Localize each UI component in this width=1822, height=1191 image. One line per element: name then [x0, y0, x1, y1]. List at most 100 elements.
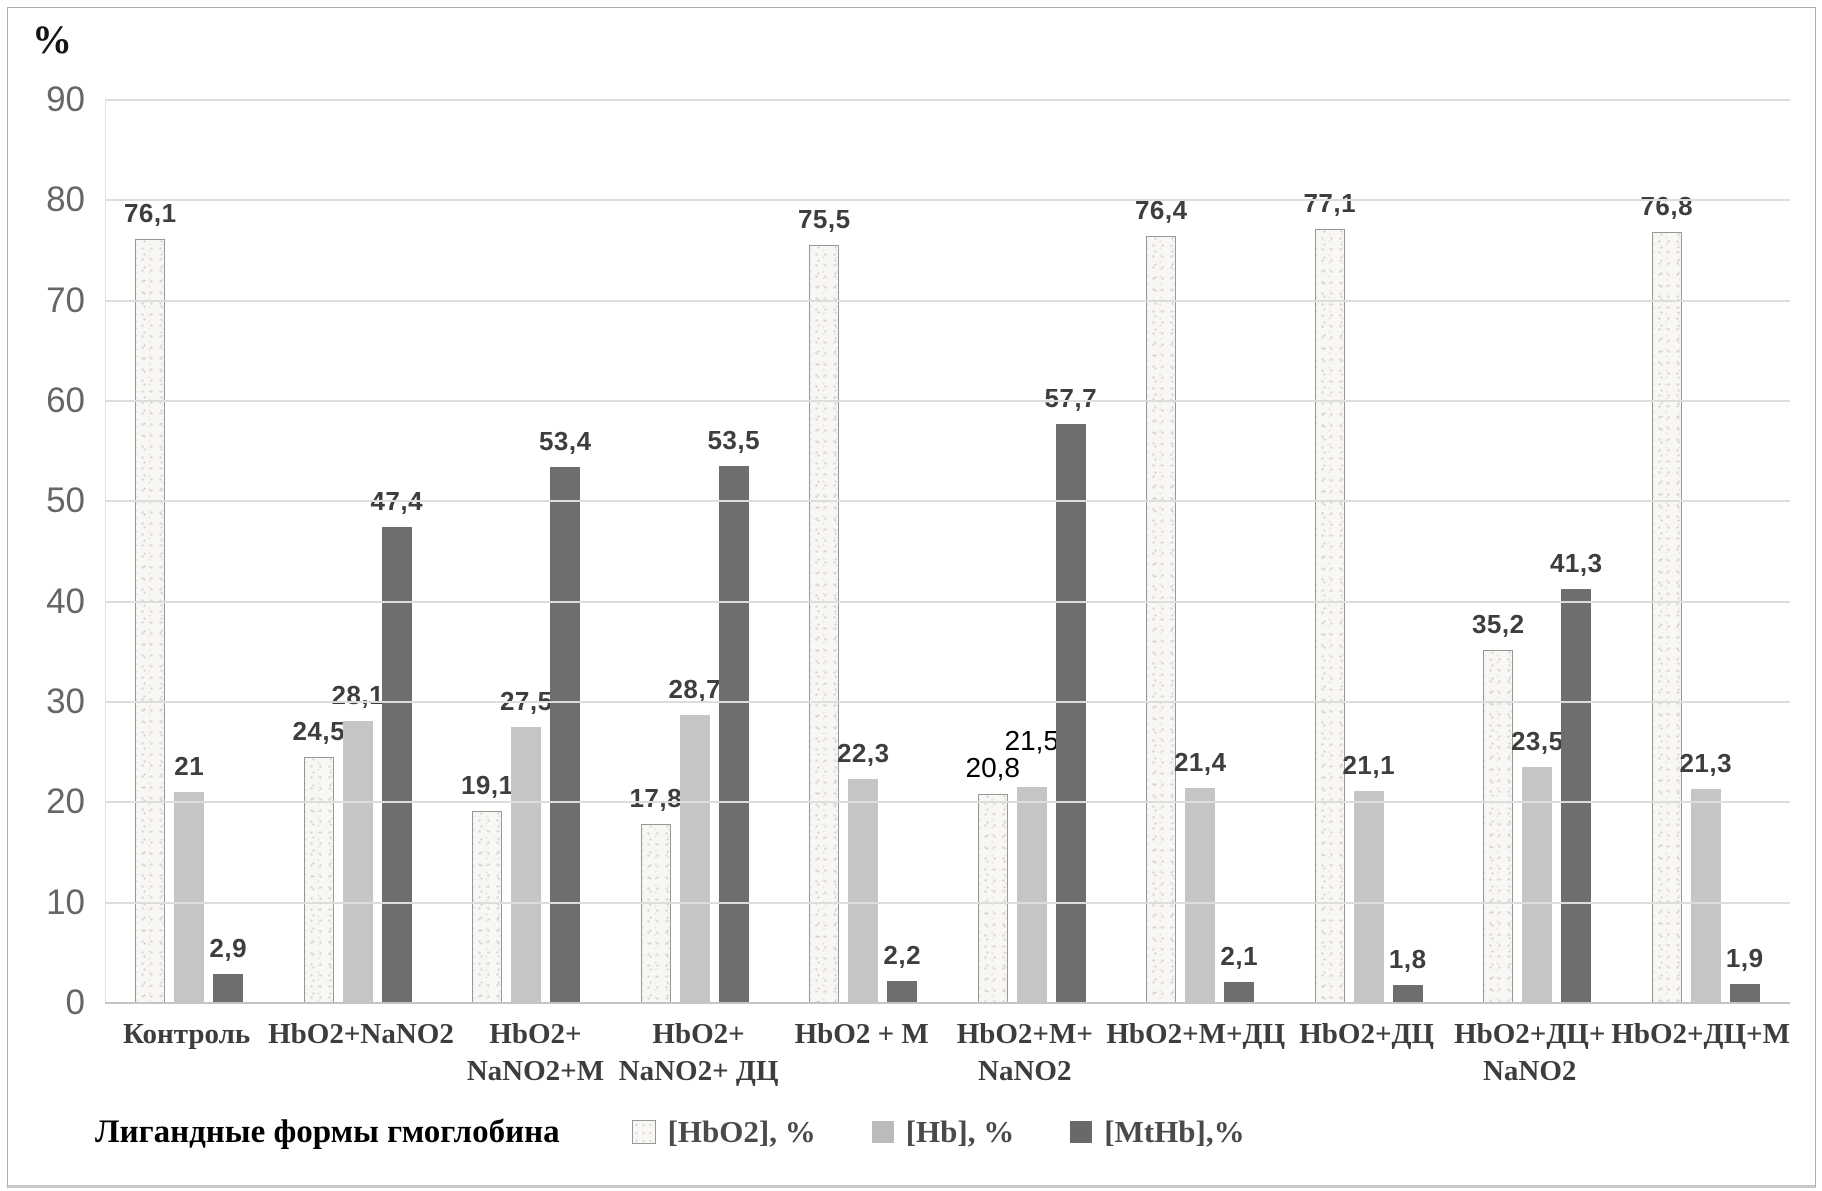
- bar-series2-cat7: [1185, 788, 1216, 1003]
- y-tick-label-20: 20: [46, 782, 85, 822]
- legend-swatch-icon: [631, 1120, 656, 1144]
- bar-group-2: 24,5 28,1 47,4: [274, 100, 443, 1003]
- bar-series3-cat7: [1224, 981, 1255, 1003]
- x-category-label-8: HbO2+ДЦ: [1299, 1018, 1434, 1050]
- bar-series3-cat1: [213, 973, 244, 1003]
- bar-slot: 53,4: [539, 426, 591, 1003]
- x-category-label-7: HbO2+M+ДЦ: [1106, 1018, 1286, 1050]
- bar-group-8: 77,1 21,1 1,8: [1285, 100, 1454, 1003]
- bar-slot: 19,1: [461, 770, 513, 1003]
- y-axis-title: %: [32, 17, 72, 62]
- bar-slot: 2,1: [1220, 941, 1258, 1003]
- bar-series2-cat2: [342, 721, 373, 1003]
- bar-series2-cat8: [1353, 791, 1384, 1003]
- bar-slot: 76,1: [124, 198, 176, 1003]
- bar-slot: 28,7: [668, 674, 721, 1003]
- x-category-label-5: HbO2 + M: [794, 1018, 929, 1050]
- bar-group-9: 35,2 23,5 41,3: [1453, 100, 1622, 1003]
- bar-group-7: 76,4 21,4 2,1: [1116, 100, 1285, 1003]
- gridline-90: [105, 99, 1790, 101]
- bar-value-label: 1,9: [1725, 942, 1764, 973]
- bar-series1-cat4: [640, 824, 671, 1003]
- bar-value-label: 28,1: [331, 680, 385, 711]
- bar-slot: 57,7: [1044, 383, 1097, 1003]
- bar-series3-cat6: [1055, 424, 1086, 1003]
- bar-slot: 20,8: [966, 752, 1020, 1003]
- bar-value-label: 75,5: [797, 204, 851, 235]
- gridline-40: [105, 600, 1790, 603]
- bar-series3-cat2: [381, 527, 412, 1003]
- bar-slot: 2,2: [883, 940, 921, 1003]
- x-category-label-4: HbO2+ NaNO2+ ДЦ: [618, 1018, 779, 1087]
- bar-slot: 76,4: [1135, 195, 1187, 1003]
- bar-value-label: 2,9: [209, 932, 248, 963]
- bar-slot: 17,8: [629, 783, 682, 1003]
- bar-group-10: 76,8 21,3 1,9: [1622, 100, 1791, 1003]
- gridline-30: [105, 701, 1790, 704]
- y-tick-label-50: 50: [46, 481, 85, 521]
- x-category-label-1: Контроль: [122, 1018, 251, 1050]
- bar-value-label: 41,3: [1549, 547, 1603, 578]
- bar-series1-cat3: [472, 811, 503, 1003]
- bar-slot: 21,5: [1005, 725, 1059, 1003]
- bar-value-label: 53,4: [538, 426, 592, 457]
- bar-value-label: 77,1: [1303, 188, 1357, 219]
- bar-series2-cat9: [1522, 767, 1553, 1003]
- bar-slot: 76,8: [1640, 191, 1693, 1003]
- bar-series3-cat10: [1729, 983, 1760, 1003]
- gridline-0: [105, 1002, 1790, 1004]
- bar-value-label: 20,8: [965, 752, 1021, 784]
- bar-value-label: 53,5: [707, 425, 761, 456]
- bar-value-label: 21,3: [1679, 748, 1733, 779]
- bar-series1-cat1: [135, 239, 166, 1003]
- gridline-70: [105, 299, 1790, 302]
- bar-slot: 21,1: [1342, 750, 1395, 1003]
- bar-value-label: 1,8: [1388, 943, 1427, 974]
- x-axis-labels: Контроль HbO2+NaNO2 HbO2+ NaNO2+M HbO2+ NaN…: [105, 1016, 1790, 1090]
- bar-series3-cat9: [1561, 588, 1592, 1003]
- bar-value-label: 19,1: [460, 770, 514, 801]
- bar-value-label: 23,5: [1510, 726, 1564, 757]
- gridline-50: [105, 500, 1790, 503]
- bar-series2-cat3: [511, 727, 542, 1003]
- x-category-label-9: HbO2+ДЦ+ NaNO2: [1454, 1018, 1606, 1087]
- legend-swatch-icon: [871, 1121, 894, 1143]
- x-axis-title: Лигандные формы гмоглобина: [95, 1113, 560, 1150]
- y-axis-line: [105, 100, 106, 1003]
- bar-series1-cat2: [303, 757, 334, 1003]
- bar-value-label: 21,4: [1173, 747, 1227, 778]
- bar-value-label: 17,8: [629, 783, 683, 814]
- bar-series2-cat10: [1690, 789, 1721, 1003]
- x-category-label-6: HbO2+M+ NaNO2: [956, 1018, 1093, 1087]
- bar-series1-cat10: [1651, 232, 1682, 1003]
- bar-slot: 24,5: [292, 716, 345, 1003]
- legend: [HbO2], % [Hb], % [MtHb],%: [631, 1114, 1245, 1150]
- bar-series3-cat4: [718, 466, 749, 1003]
- bar-value-label: 76,8: [1640, 191, 1694, 222]
- x-category-label-2: HbO2+NaNO2: [268, 1018, 454, 1050]
- x-category-label-3: HbO2+ NaNO2+M: [466, 1018, 605, 1087]
- bar-group-1: 76,1 21 2,9: [105, 100, 274, 1003]
- bar-series1-cat8: [1314, 229, 1345, 1003]
- bar-slot: 75,5: [798, 204, 850, 1003]
- bar-slot: 28,1: [331, 680, 384, 1003]
- bar-value-label: 22,3: [836, 738, 890, 769]
- bar-slot: 21,3: [1679, 748, 1732, 1003]
- x-category-label-10: HbO2+ДЦ+М: [1611, 1018, 1790, 1050]
- bar-value-label: 76,1: [123, 198, 177, 229]
- bar-slot: 2,9: [209, 933, 247, 1003]
- legend-item-3: [MtHb],%: [1070, 1114, 1245, 1150]
- bar-series1-cat7: [1146, 236, 1177, 1003]
- bar-value-label: 57,7: [1044, 383, 1098, 414]
- bar-slot: 53,5: [707, 425, 760, 1003]
- bar-series1-cat5: [809, 245, 840, 1003]
- bar-value-label: 28,7: [668, 674, 722, 705]
- bar-value-label: 2,1: [1220, 940, 1259, 971]
- bar-slot: 21,4: [1174, 747, 1226, 1003]
- bar-groups: 76,1 21 2,9 24,5 28,1 47,4 19,1 27,5 53,4 17,8 28,…: [105, 100, 1790, 1003]
- bar-group-5: 75,5 22,3 2,2: [779, 100, 948, 1003]
- legend-label: [HbO2], %: [667, 1114, 816, 1149]
- plot-area: 76,1 21 2,9 24,5 28,1 47,4 19,1 27,5 53,4 17,8 28,…: [46, 80, 1790, 1022]
- bar-slot: 1,9: [1726, 943, 1763, 1003]
